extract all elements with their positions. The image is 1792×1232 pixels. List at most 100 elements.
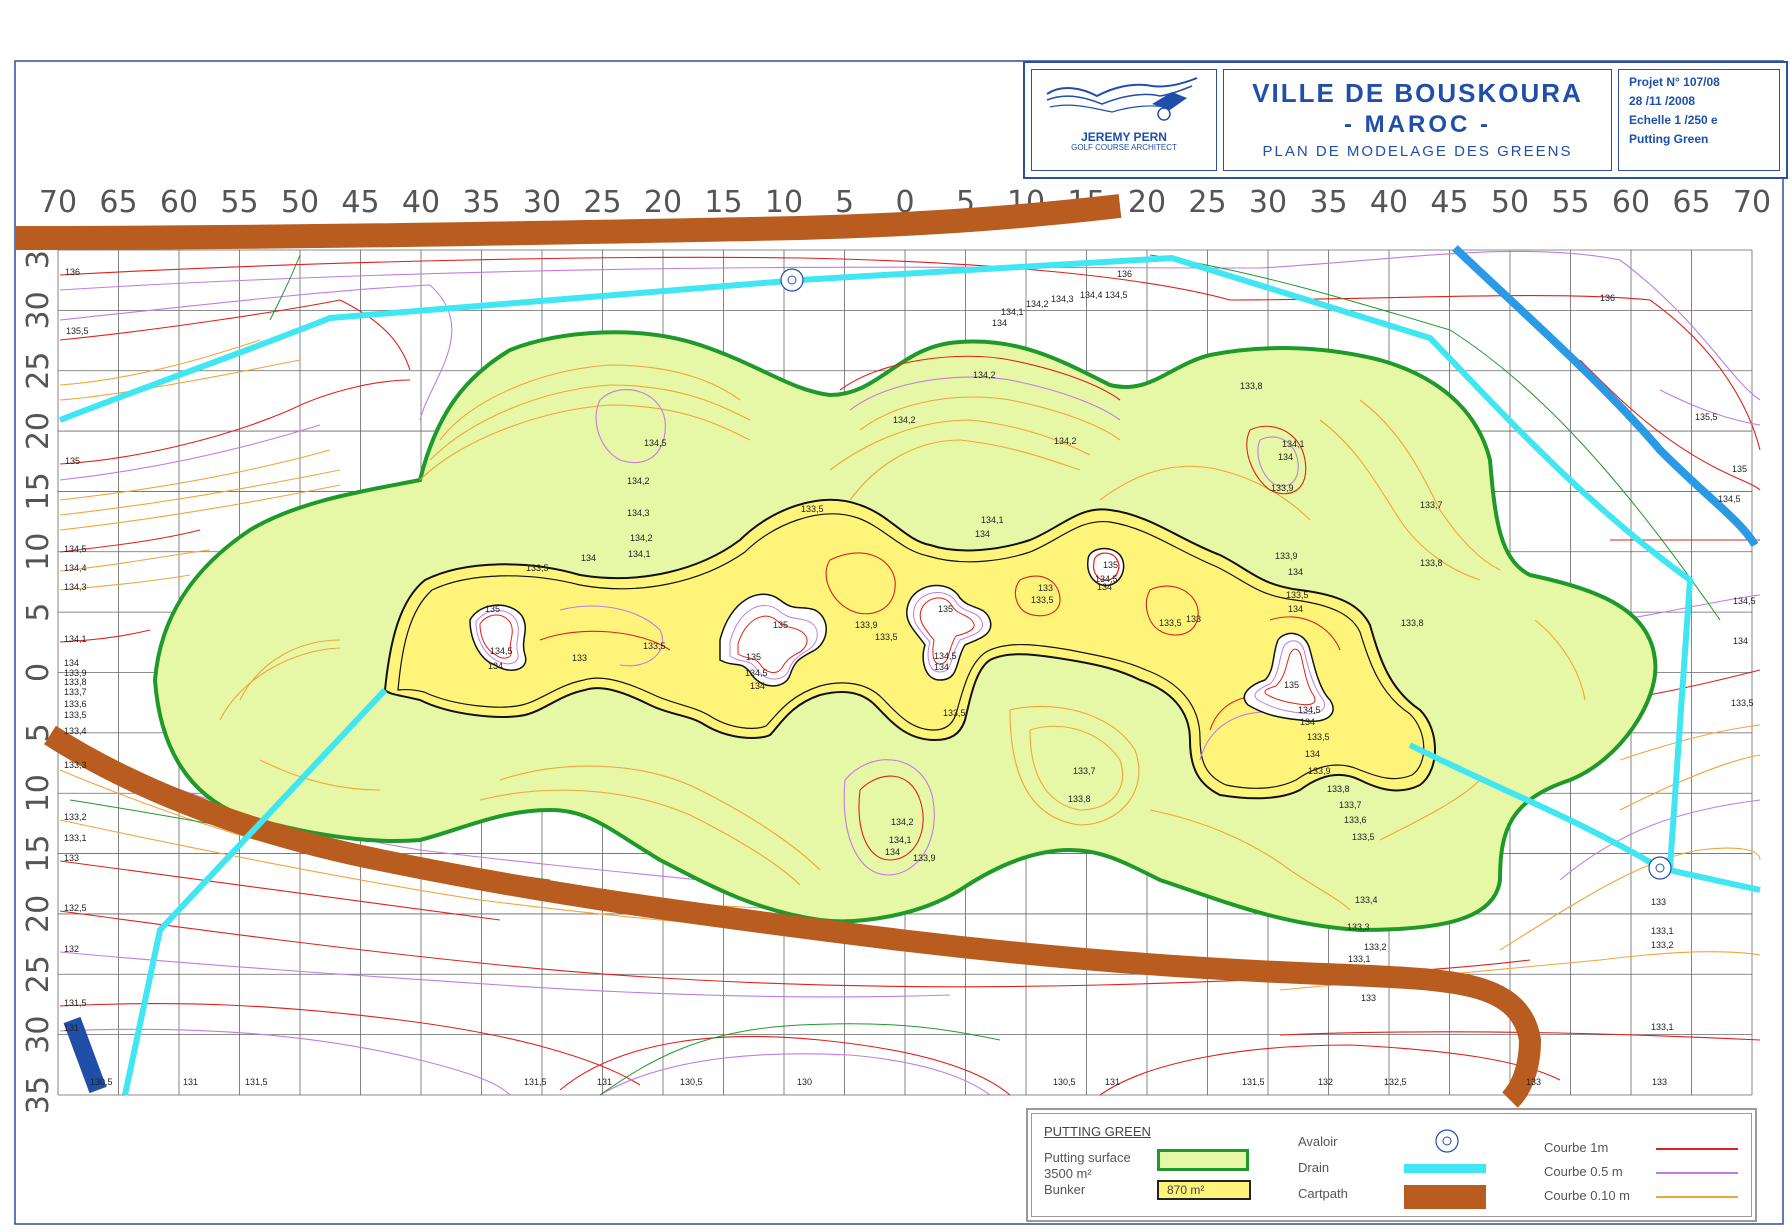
spot-height-label: 135 (1732, 464, 1747, 474)
cartpath-bottom (44, 725, 1542, 1108)
spot-height-label: 131 (183, 1077, 198, 1087)
legend-putting-surface: Putting surface (1044, 1150, 1131, 1165)
spot-height-label: 133,6 (1344, 815, 1367, 825)
top-axis-label: 5 (835, 185, 854, 220)
project-date: 28 /11 /2008 (1629, 94, 1696, 108)
spot-height-label: 133,7 (1339, 800, 1362, 810)
left-axis-label: 30 (21, 1016, 56, 1054)
spot-height-label: 134,1 (64, 634, 87, 644)
spot-height-label: 134 (1288, 567, 1303, 577)
spot-height-label: 131 (597, 1077, 612, 1087)
spot-height-label: 134 (488, 661, 503, 671)
spot-height-label: 134 (992, 318, 1007, 328)
title-plan: PLAN DE MODELAGE DES GREENS (1262, 143, 1573, 160)
left-axis-label: 20 (21, 412, 56, 450)
spot-height-label: 134,1 (889, 835, 912, 845)
top-axis-label: 20 (1128, 185, 1166, 220)
top-axis-label: 40 (1370, 185, 1408, 220)
spot-height-label: 133,1 (1651, 1022, 1674, 1032)
drain-blue-left (63, 1016, 107, 1094)
top-axis-label: 30 (1249, 185, 1287, 220)
legend-curve-05m: Courbe 0.5 m (1544, 1164, 1623, 1179)
bunker (383, 498, 1436, 800)
drain-blue-right (1452, 245, 1759, 548)
spot-height-label: 133 (1526, 1077, 1541, 1087)
top-axis-label: 45 (341, 185, 379, 220)
spot-height-label: 135 (773, 620, 788, 630)
spot-height-label: 133,8 (1068, 794, 1091, 804)
spot-height-label: 135,5 (66, 326, 89, 336)
drain-left (122, 687, 388, 1096)
spot-height-label: 134,1 (1282, 439, 1305, 449)
spot-height-label: 134,2 (891, 817, 914, 827)
spot-height-label: 134 (750, 681, 765, 691)
spot-height-label: 134,5 (490, 646, 513, 656)
spot-height-label: 134,4 (64, 563, 87, 573)
spot-height-label: 134 (581, 553, 596, 563)
spot-height-label: 134,2 (1054, 436, 1077, 446)
legend-cartpath: Cartpath (1298, 1186, 1348, 1201)
spot-height-label: 131,5 (245, 1077, 268, 1087)
cartpath-top (14, 194, 1122, 250)
spot-height-label: 134 (1288, 604, 1303, 614)
left-axis-label: 25 (21, 352, 56, 390)
top-axis-label: 70 (1733, 185, 1771, 220)
spot-height-label: 133 (1361, 993, 1376, 1003)
spot-height-label: 133,7 (1420, 500, 1443, 510)
swatch-bunker: 870 m² (1157, 1180, 1251, 1200)
spot-height-label: 133,5 (943, 708, 966, 718)
architect-logo: JEREMY PERN GOLF COURSE ARCHITECT (1031, 69, 1217, 171)
top-axis-label: 55 (220, 185, 258, 220)
spot-height-label: 134 (885, 847, 900, 857)
spot-height-label: 134,1 (1001, 307, 1024, 317)
spot-height-label: 133,5 (1031, 595, 1054, 605)
spot-height-label: 131,5 (1242, 1077, 1265, 1087)
top-axis-label: 25 (1188, 185, 1226, 220)
left-axis-label: 10 (21, 533, 56, 571)
spot-height-label: 133,5 (801, 504, 824, 514)
spot-height-label: 134,4 (1080, 290, 1103, 300)
spot-height-label: 134,5 (64, 544, 87, 554)
spot-height-label: 134,3 (627, 508, 650, 518)
spot-height-label: 132 (64, 944, 79, 954)
spot-height-label: 133,3 (1347, 922, 1370, 932)
spot-height-label: 132 (1318, 1077, 1333, 1087)
spot-height-label: 130 (797, 1077, 812, 1087)
top-axis-label: 20 (644, 185, 682, 220)
spot-height-label: 133,8 (64, 677, 87, 687)
spot-height-label: 130,5 (1053, 1077, 1076, 1087)
spot-height-label: 133,5 (643, 641, 666, 651)
spot-height-label: 133,8 (1240, 381, 1263, 391)
spot-height-label: 133,7 (1073, 766, 1096, 776)
title-country: - MAROC - (1344, 111, 1491, 138)
spot-height-label: 133,3 (64, 760, 87, 770)
architect-subtitle: GOLF COURSE ARCHITECT (1071, 143, 1177, 152)
spot-height-label: 135 (65, 456, 80, 466)
top-axis-label: 10 (765, 185, 803, 220)
spot-height-label: 133 (572, 653, 587, 663)
spot-height-label: 136 (65, 267, 80, 277)
spot-height-label: 134 (1300, 717, 1315, 727)
spot-height-label: 134,2 (1026, 299, 1049, 309)
top-axis-label: 40 (402, 185, 440, 220)
spot-height-label: 133 (1652, 1077, 1667, 1087)
spot-height-label: 134 (975, 529, 990, 539)
top-axis-label: 35 (1309, 185, 1347, 220)
spot-height-label: 133,7 (64, 687, 87, 697)
spot-height-label: 134,3 (64, 582, 87, 592)
top-axis-label: 35 (462, 185, 500, 220)
spot-height-label: 130,5 (90, 1077, 113, 1087)
spot-height-label: 133,8 (1420, 558, 1443, 568)
spot-height-label: 134,2 (630, 533, 653, 543)
architect-name: JEREMY PERN (1081, 130, 1167, 144)
spot-height-label: 133,9 (913, 853, 936, 863)
legend-putting-area: 3500 m² (1044, 1166, 1092, 1181)
page-frame (14, 60, 1784, 1225)
spot-height-label: 133,5 (526, 563, 549, 573)
spot-height-label: 133,5 (64, 710, 87, 720)
left-axis-label: 15 (21, 472, 56, 510)
title-city: VILLE DE BOUSKOURA (1252, 78, 1583, 108)
plan-title: VILLE DE BOUSKOURA - MAROC - PLAN DE MOD… (1223, 69, 1612, 171)
spot-height-label: 134,3 (1051, 294, 1074, 304)
